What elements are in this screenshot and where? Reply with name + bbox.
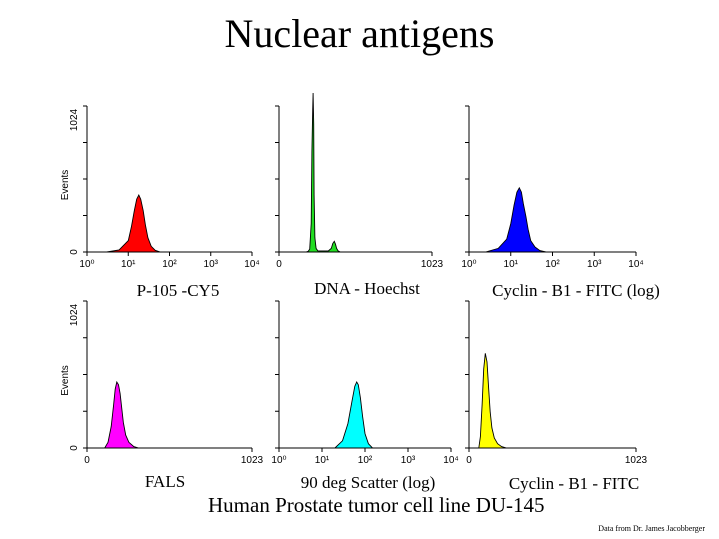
histogram-area: [485, 186, 547, 253]
x-tick-label: 10⁴: [628, 259, 643, 270]
histogram-caption: FALS: [145, 472, 185, 491]
data-credit: Data from Dr. James Jacobberger: [598, 524, 705, 533]
y-axis-title: Events: [60, 365, 71, 396]
x-tick-label: 1023: [241, 455, 264, 466]
x-tick-label: 0: [466, 455, 472, 466]
y-tick-label: 0: [69, 249, 80, 255]
y-tick-label: 1024: [69, 108, 80, 131]
y-tick-label: 1024: [69, 303, 80, 326]
histogram-panel: 10⁰ 10¹ 10² 10³ 10⁴ 0 1024 Events P-105 -CY5: [60, 105, 260, 300]
x-tick-label: 10³: [204, 259, 219, 270]
histogram-area: [333, 381, 374, 449]
y-tick-label: 0: [69, 445, 80, 451]
x-tick-label: 10¹: [121, 259, 136, 270]
x-tick-label: 10¹: [504, 259, 519, 270]
x-tick-label: 10¹: [315, 455, 330, 466]
histogram-panel: 0 1023 0 1024 Events FALS: [60, 300, 264, 491]
histogram-area: [305, 92, 341, 253]
histogram-area: [103, 380, 139, 449]
histogram-caption: 90 deg Scatter (log): [301, 473, 436, 492]
x-tick-label: 10⁰: [271, 455, 286, 466]
x-tick-label: 10³: [401, 455, 416, 466]
x-tick-label: 10²: [545, 259, 560, 270]
x-tick-label: 1023: [421, 259, 444, 270]
histogram-caption: Cyclin - B1 - FITC (log): [492, 281, 660, 300]
histogram-caption: DNA - Hoechst: [314, 279, 420, 298]
x-tick-label: 10²: [358, 455, 373, 466]
x-tick-label: 10⁰: [79, 259, 94, 270]
x-tick-label: 0: [84, 455, 90, 466]
x-tick-label: 1023: [625, 455, 648, 466]
histogram-panel: 0 1023 Cyclin - B1 - FITC: [465, 300, 648, 493]
histogram-panel: 10⁰ 10¹ 10² 10³ 10⁴ 90 deg Scatter (log): [271, 300, 459, 492]
x-tick-label: 0: [276, 259, 282, 270]
x-tick-label: 10⁰: [461, 259, 476, 270]
histogram-caption: Cyclin - B1 - FITC: [509, 474, 639, 493]
y-axis-title: Events: [60, 170, 71, 201]
x-tick-label: 10²: [162, 259, 177, 270]
histogram-caption: P-105 -CY5: [137, 281, 220, 300]
footer-caption: Human Prostate tumor cell line DU-145: [208, 493, 545, 517]
histogram-panel: 10⁰ 10¹ 10² 10³ 10⁴ Cyclin - B1 - FITC (log): [461, 105, 660, 300]
page-title: Nuclear antigens: [224, 11, 495, 56]
histogram-area: [106, 193, 161, 253]
histogram-area: [478, 353, 507, 449]
x-tick-label: 10⁴: [443, 455, 458, 466]
x-tick-label: 10⁴: [244, 259, 259, 270]
x-tick-label: 10³: [587, 259, 602, 270]
